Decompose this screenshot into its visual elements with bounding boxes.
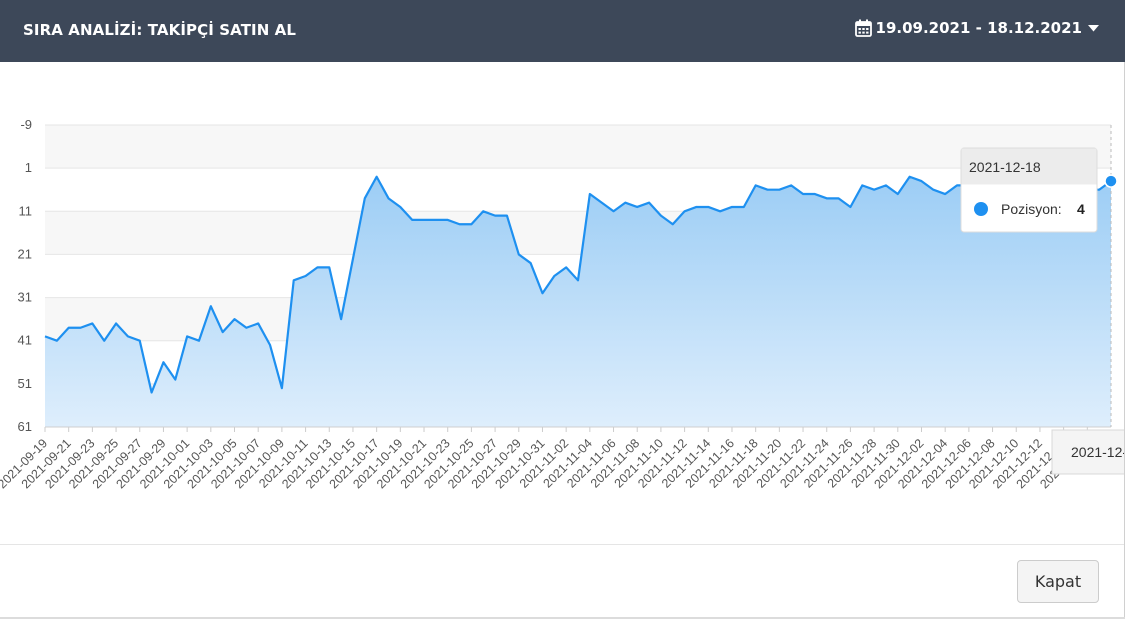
tooltip-value: 4 xyxy=(1077,201,1085,217)
y-tick-label: 61 xyxy=(18,419,32,434)
y-tick-label: 1 xyxy=(25,160,32,175)
y-tick-label: 11 xyxy=(19,203,33,218)
plot-band xyxy=(45,125,1111,169)
tooltip-series-label: Pozisyon: xyxy=(1001,201,1062,217)
close-button[interactable]: Kapat xyxy=(1017,560,1099,603)
date-range-text: 19.09.2021 - 18.12.2021 xyxy=(875,19,1082,37)
caret-down-icon xyxy=(1088,24,1099,32)
tooltip-series-dot xyxy=(974,202,988,216)
tooltip-date: 2021-12-18 xyxy=(969,159,1041,175)
y-tick-label: 31 xyxy=(18,290,32,305)
footer-divider xyxy=(0,544,1125,545)
crosshair-date-label: 2021-12-18 xyxy=(1051,429,1125,475)
modal-header: SIRA ANALİZİ: TAKİPÇİ SATIN AL 19.09.202… xyxy=(0,0,1125,62)
crosshair-label-box xyxy=(1051,429,1125,475)
crosshair-label-text: 2021-12-18 xyxy=(1071,444,1125,460)
modal-bottom-border xyxy=(0,617,1125,619)
date-range-picker[interactable]: 19.09.2021 - 18.12.2021 xyxy=(854,19,1099,37)
tooltip-header xyxy=(961,148,1097,185)
hover-point xyxy=(1104,174,1118,188)
y-tick-label: -9 xyxy=(20,117,32,132)
y-tick-label: 21 xyxy=(18,246,32,261)
y-tick-label: 41 xyxy=(18,333,32,348)
page-title: SIRA ANALİZİ: TAKİPÇİ SATIN AL xyxy=(23,21,297,39)
series-line xyxy=(44,175,1112,394)
y-tick-label: 51 xyxy=(18,376,32,391)
calendar-icon xyxy=(854,19,872,37)
series-area xyxy=(45,176,1111,427)
chart-tooltip: 2021-12-18 Pozisyon: 4 xyxy=(960,147,1098,233)
